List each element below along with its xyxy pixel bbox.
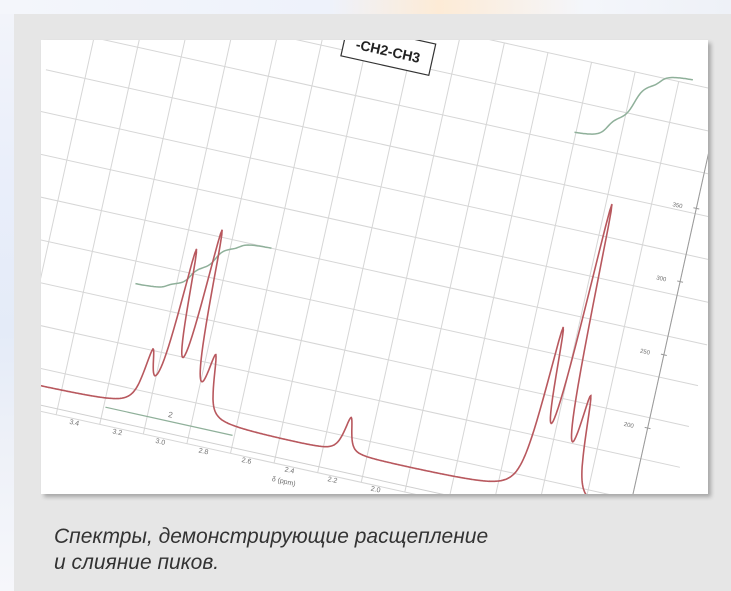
grid-line-horizontal [45,69,708,223]
x-tick-label: 2.2 [327,476,338,485]
caption-line-2: и слияние пиков. [54,551,220,574]
figure-caption: Спектры, демонстрирующие расщепление и с… [54,524,694,576]
grid-line-vertical [535,71,636,494]
grid-line-vertical [578,81,680,494]
grid-line-vertical [186,40,287,444]
y-tick-label: 200 [623,422,635,430]
grid-line-vertical [142,40,244,435]
background-left-band [0,14,14,591]
x-tick-labels: 3.43.43.23.02.82.62.42.22.01.81.61.4 [69,419,381,494]
grid-line-horizontal [41,395,662,494]
x-tick-label: 2.0 [370,486,381,494]
nmr-spectrum-figure: 23 3.43.43.23.02.82.62.42.22.01.81.61.4 … [41,40,708,494]
x-tick-label: 2.4 [284,467,295,476]
y-tick-label: 250 [639,349,651,357]
spectrum-peak-point [151,348,154,351]
grid-line-horizontal [41,273,690,427]
grid-line-vertical [404,42,505,493]
chart-title-frame [340,40,437,77]
chart-title-box: -CH2-CH3 [340,40,437,77]
grid-line-horizontal [54,40,708,183]
grid-line-vertical [491,62,593,494]
y-tick-mark [677,280,684,283]
grid-line-vertical [41,40,113,406]
grid-line-vertical [273,40,375,464]
grid-line-horizontal [41,110,708,264]
y-tick-label: 350 [672,202,684,210]
x-axis-line [41,398,625,494]
integral-bars: 23 [105,406,597,494]
x-axis-label: δ (ppm) [271,476,296,488]
y-tick-mark [660,353,667,356]
grid-line-horizontal [41,232,699,387]
spectrum-peak-point [195,248,198,251]
y-tick-mark [644,426,651,430]
caption-line-1: Спектры, демонстрирующие расщепление [54,525,489,548]
spectrum-peak-point [214,353,217,356]
integral-label-ch2: 2 [167,410,174,420]
y-tick-mark [693,207,700,210]
y-axis [41,130,708,494]
spectrum-peak-point [610,203,613,206]
grid-line-vertical [99,40,200,425]
spectrum-peak-point [221,229,224,232]
grid-line-horizontal [41,314,681,468]
y-axis-line [626,130,708,494]
y-tick-labels: 150200250300350 [623,202,700,430]
grid-line-vertical [55,40,157,415]
grid-line-horizontal [41,355,671,494]
spectrum-peak-point [589,394,592,397]
grid-line-horizontal [41,150,708,305]
nmr-spectrum-chart: 23 3.43.43.23.02.82.62.42.22.01.81.61.4 … [41,40,708,494]
y-tick-label: 300 [656,275,668,283]
x-tick-label: 3.0 [155,438,166,447]
spectrum-peak-point [562,326,565,329]
x-tick-label: 3.4 [69,419,80,428]
grid-line-horizontal [72,40,708,101]
spectrum-trace [41,203,629,494]
background-top-band [0,0,731,14]
grid-line-vertical [317,40,418,473]
integral-curve-ch2 [135,244,272,288]
spectrum-peak-point [350,416,353,419]
integral-curves [135,76,693,288]
grid-line-vertical [360,40,462,483]
grid-line-vertical [447,52,549,494]
grid-line-horizontal [41,191,708,346]
x-tick-label: 2.8 [198,447,209,456]
grid-line-vertical [229,40,331,454]
grid [41,40,708,494]
integral-curve-ch3 [574,76,693,135]
x-tick-label: 2.6 [241,457,252,466]
x-tick-label: 3.2 [112,428,123,437]
integral-bar-ch2 [105,406,233,436]
